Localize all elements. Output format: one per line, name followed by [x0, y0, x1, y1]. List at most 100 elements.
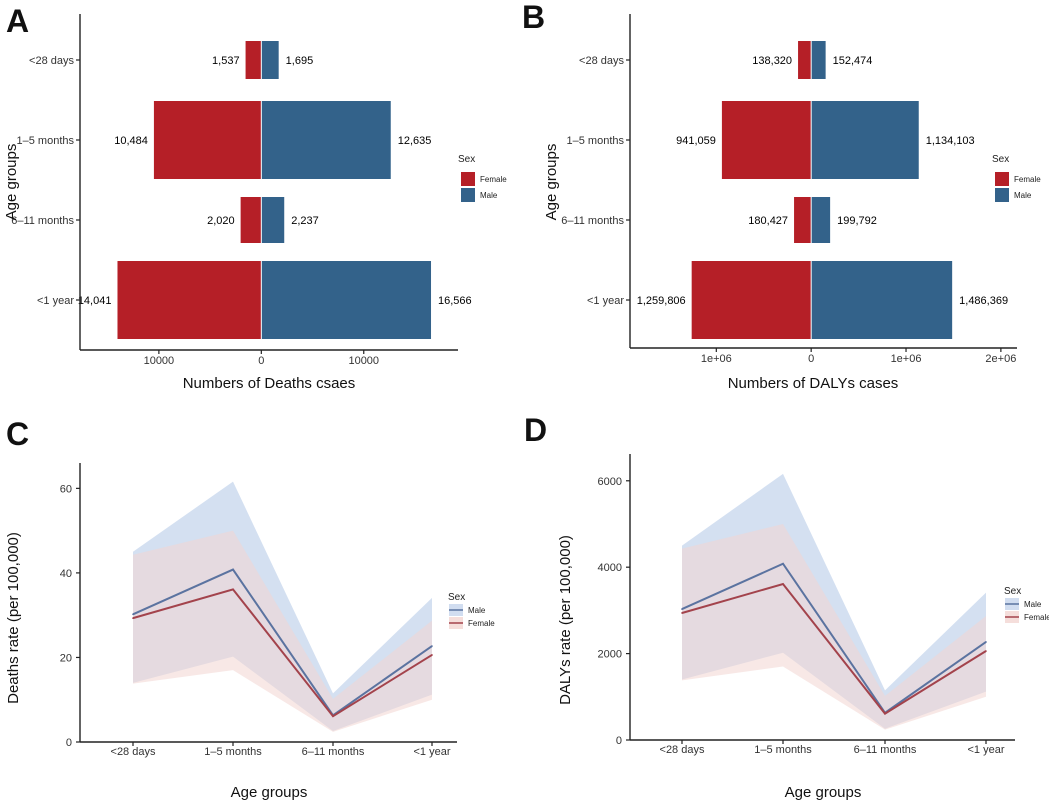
legend-label-male: Male [480, 191, 498, 200]
data-label-female-1-year: 1,259,806 [637, 295, 686, 307]
data-label-female-1-5-months: 10,484 [114, 135, 148, 147]
y-axis-title: DALYs rate (per 100,000) [557, 535, 574, 705]
point-female-1-5-months [782, 583, 784, 585]
x-tick-label-1-5-months: 1–5 months [204, 746, 262, 758]
x-tick-label-28-days: <28 days [660, 744, 705, 756]
y-tick-label-28-days: <28 days [579, 55, 624, 67]
legend-label-female: Female [480, 175, 507, 184]
point-female-1-year [431, 654, 433, 656]
legend-label-male: Male [1024, 600, 1042, 609]
legend-title: Sex [992, 154, 1009, 165]
bar-male-1-year [811, 261, 953, 339]
x-axis-title: Age groups [231, 784, 308, 801]
data-label-female-6-11-months: 180,427 [748, 215, 788, 227]
bar-male-28-days [811, 41, 826, 79]
panel-d: D 0 2000 4000 6000 <28 days 1–5 months 6–11 mon… [524, 412, 1049, 801]
point-female-1-year [985, 650, 987, 652]
x-tick-label: 1e+06 [891, 353, 922, 365]
point-male-28-days [132, 613, 134, 616]
point-male-1-5-months [782, 562, 784, 565]
line-female [681, 582, 987, 715]
x-tick-label: 2e+06 [985, 353, 1016, 365]
legend-label-male: Male [468, 606, 486, 615]
bar-male-1-year [261, 261, 432, 339]
data-label-female-1-5-months: 941,059 [676, 135, 716, 147]
y-tick-label: 0 [616, 735, 622, 747]
bar-female-1-5-months [153, 101, 262, 179]
panel-letter: D [524, 412, 547, 448]
legend-label-female: Female [1024, 613, 1049, 622]
data-label-male-1-5-months: 1,134,103 [926, 135, 975, 147]
panel-b: B 138,320 152,474 <28 days 941,059 1,134,103 1… [522, 0, 1041, 392]
data-label-male-1-year: 1,486,369 [959, 295, 1008, 307]
data-label-male-6-11-months: 199,792 [837, 215, 877, 227]
y-tick-label: 4000 [598, 562, 622, 574]
legend-label-female: Female [468, 619, 495, 628]
y-tick-label-28-days: <28 days [29, 55, 74, 67]
line-male [681, 562, 987, 715]
y-tick-label: 2000 [598, 649, 622, 661]
data-label-female-28-days: 138,320 [752, 55, 792, 67]
point-female-1-5-months [232, 588, 234, 591]
panel-c: C 0 20 40 60 <28 days 1–5 months 6–11 months <1 … [5, 416, 495, 801]
panel-a: A 1,537 1,695 <28 days 10,484 12,635 1–5 month… [3, 3, 507, 392]
x-tick-label-1-5-months: 1–5 months [754, 744, 812, 756]
x-tick-label: 0 [808, 353, 814, 365]
data-label-male-1-year: 16,566 [438, 295, 472, 307]
bar-male-6-11-months [811, 197, 831, 243]
bar-male-6-11-months [261, 197, 285, 243]
y-tick-label-1-year: <1 year [37, 295, 74, 307]
x-tick-label-1-year: <1 year [414, 746, 451, 758]
x-axis-title: Numbers of Deaths csaes [183, 375, 356, 392]
legend-title: Sex [1004, 586, 1021, 597]
y-tick-label: 40 [60, 568, 72, 580]
x-tick-label-28-days: <28 days [111, 746, 156, 758]
bar-female-28-days [245, 41, 262, 79]
x-tick-label-6-11-months: 6–11 months [302, 746, 365, 758]
bar-male-1-5-months [261, 101, 391, 179]
x-axis-title: Age groups [785, 784, 862, 801]
data-label-male-6-11-months: 2,237 [291, 215, 319, 227]
panel-letter: B [522, 0, 545, 35]
data-label-female-1-year: 14,041 [78, 295, 112, 307]
legend-label-male: Male [1014, 191, 1032, 200]
bar-male-1-5-months [811, 101, 919, 179]
point-female-6-11-months [884, 712, 886, 715]
x-tick-label: 0 [258, 355, 264, 367]
point-female-28-days [681, 612, 683, 614]
data-label-female-6-11-months: 2,020 [207, 215, 235, 227]
y-tick-label: 0 [66, 737, 72, 749]
x-axis-title: Numbers of DALYs cases [728, 375, 899, 392]
y-tick-label: 6000 [598, 476, 622, 488]
line-female [132, 588, 433, 718]
panel-letter: C [6, 416, 29, 452]
bar-female-6-11-months [240, 197, 262, 243]
y-tick-label: 20 [60, 652, 72, 664]
point-female-6-11-months [332, 715, 334, 718]
legend-label-female: Female [1014, 175, 1041, 184]
y-axis-title: Age groups [543, 144, 560, 221]
legend-swatch-male [461, 188, 475, 202]
point-male-28-days [681, 608, 683, 610]
line-male [132, 568, 433, 717]
bar-female-1-year [117, 261, 262, 339]
ribbon-female [682, 523, 986, 730]
data-label-male-28-days: 1,695 [286, 55, 314, 67]
x-tick-label: 10000 [348, 355, 379, 367]
x-tick-label: 1e+06 [701, 353, 732, 365]
x-tick-label: 10000 [144, 355, 175, 367]
y-tick-label-6-11-months: 6–11 months [561, 215, 624, 227]
data-label-male-28-days: 152,474 [833, 55, 873, 67]
bar-female-1-5-months [721, 101, 812, 179]
data-label-female-28-days: 1,537 [212, 55, 240, 67]
bar-female-28-days [798, 41, 812, 79]
x-tick-label-6-11-months: 6–11 months [854, 744, 917, 756]
y-tick-label-1-year: <1 year [587, 295, 624, 307]
point-male-1-year [985, 641, 987, 643]
y-tick-label-1-5-months: 1–5 months [17, 135, 75, 147]
y-tick-label-1-5-months: 1–5 months [567, 135, 625, 147]
y-axis-title: Deaths rate (per 100,000) [5, 532, 22, 704]
y-tick-label: 60 [60, 483, 72, 495]
x-tick-label-1-year: <1 year [968, 744, 1005, 756]
